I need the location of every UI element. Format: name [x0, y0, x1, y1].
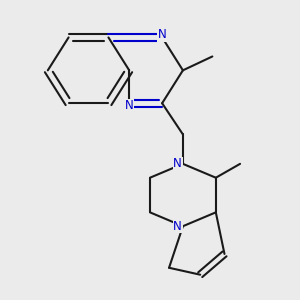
Text: N: N	[158, 28, 167, 41]
Text: N: N	[173, 158, 182, 170]
Text: N: N	[125, 99, 134, 112]
Text: N: N	[173, 220, 182, 233]
